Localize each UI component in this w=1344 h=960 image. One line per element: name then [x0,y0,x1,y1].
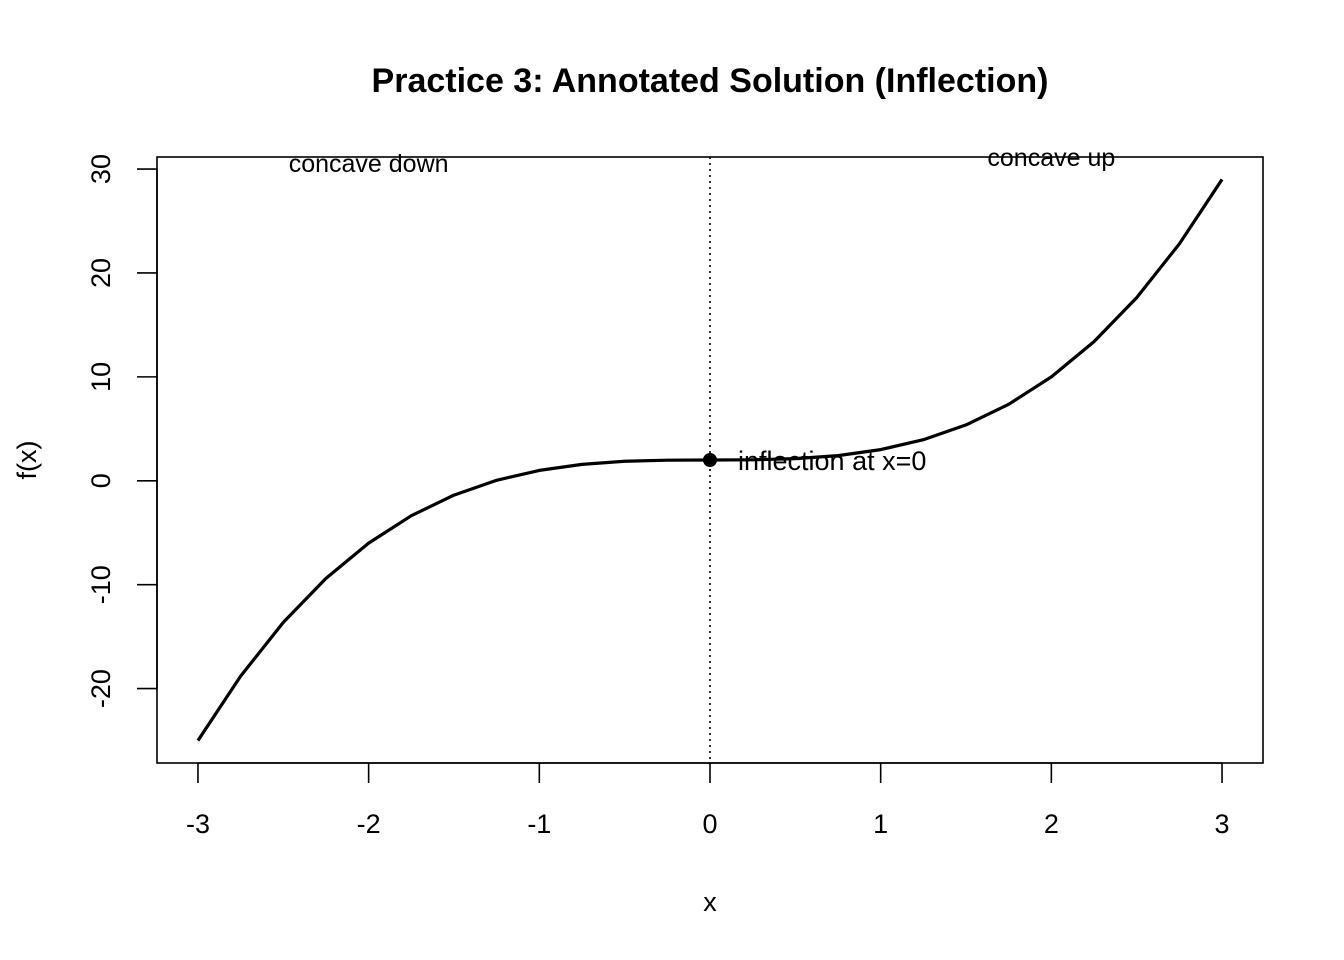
annotation-concave-up: concave up [987,144,1115,172]
y-axis-label: f(x) [12,441,42,480]
x-axis: -3 -2 -1 0 1 2 3 [186,762,1230,839]
y-axis: -20 -10 0 10 20 30 [86,154,158,708]
annotation-inflection: inflection at x=0 [738,446,926,476]
y-tick-label: 20 [86,258,116,288]
y-tick-label: -20 [86,669,116,708]
x-tick-label: -3 [186,809,210,839]
x-tick-label: 0 [702,809,717,839]
x-tick-label: -2 [357,809,381,839]
y-tick-label: 0 [86,473,116,488]
chart-title: Practice 3: Annotated Solution (Inflecti… [372,62,1049,100]
x-tick-label: -1 [527,809,551,839]
x-axis-label: x [703,887,717,917]
annotation-concave-down: concave down [289,150,449,178]
x-tick-label: 1 [873,809,888,839]
x-tick-label: 2 [1044,809,1059,839]
y-tick-label: 10 [86,362,116,392]
x-tick-label: 3 [1215,809,1230,839]
inflection-point [703,453,717,467]
y-tick-label: 30 [86,154,116,184]
y-tick-label: -10 [86,565,116,604]
